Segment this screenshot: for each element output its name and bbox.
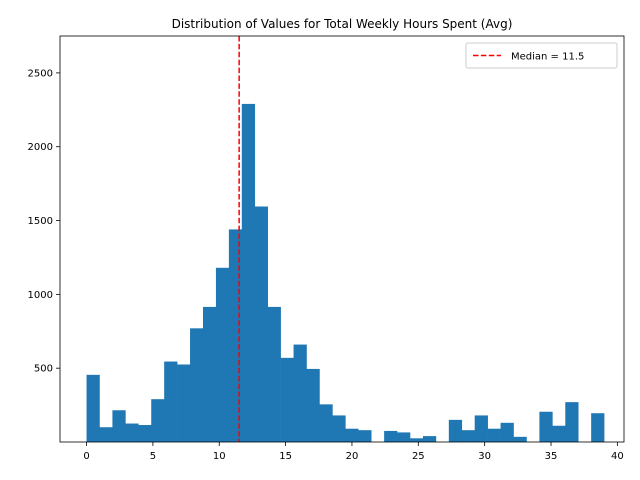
histogram-bar xyxy=(241,103,256,443)
histogram-bar xyxy=(448,419,463,442)
y-tick-label: 1000 xyxy=(28,290,53,301)
histogram-bar xyxy=(215,267,230,442)
histogram-bar xyxy=(384,430,398,442)
histogram-bar xyxy=(474,415,488,442)
histogram-bar xyxy=(267,306,281,442)
axes-frame xyxy=(59,35,625,443)
histogram-bar xyxy=(552,425,566,442)
x-tick-label: 10 xyxy=(213,451,226,462)
histogram-bar xyxy=(190,328,204,442)
histogram-bars xyxy=(86,103,605,443)
x-tick-label: 15 xyxy=(279,451,292,462)
histogram-bar xyxy=(99,427,113,442)
y-axis-ticks: 500 1000 1500 2000 2500 xyxy=(28,68,60,375)
histogram-bar xyxy=(487,428,501,442)
histogram-bar xyxy=(138,425,152,442)
histogram-bar xyxy=(461,430,476,442)
y-tick-label: 2500 xyxy=(28,68,53,79)
histogram-bar xyxy=(254,206,268,442)
histogram-bar xyxy=(125,423,139,442)
legend-median-label: Median = 11.5 xyxy=(511,52,584,63)
histogram-bar xyxy=(539,411,553,442)
histogram-bar xyxy=(177,364,191,442)
y-tick-label: 1500 xyxy=(28,216,53,227)
y-tick-label: 2000 xyxy=(28,142,53,153)
histogram-bar xyxy=(164,361,178,442)
histogram-bar xyxy=(319,404,333,442)
histogram-bar xyxy=(151,399,165,442)
histogram-bar xyxy=(513,436,527,442)
histogram-bar xyxy=(202,306,217,442)
histogram-bar xyxy=(280,357,294,442)
histogram-bar xyxy=(410,438,424,442)
histogram-bar xyxy=(112,410,126,442)
x-tick-label: 30 xyxy=(478,451,491,462)
histogram-bar xyxy=(500,422,514,442)
legend: Median = 11.5 xyxy=(465,42,618,69)
histogram-bar xyxy=(306,368,320,442)
x-tick-label: 0 xyxy=(83,451,89,462)
x-tick-label: 40 xyxy=(611,451,624,462)
histogram-bar xyxy=(358,430,372,442)
histogram-bar xyxy=(422,436,437,442)
x-axis-ticks: 0 5 10 15 20 25 30 35 40 xyxy=(83,442,624,462)
y-tick-label: 500 xyxy=(34,364,53,375)
histogram-bar xyxy=(397,432,411,442)
histogram-bar xyxy=(591,413,605,442)
histogram-bar xyxy=(293,344,307,442)
histogram-bar xyxy=(332,415,346,442)
chart-title: Distribution of Values for Total Weekly … xyxy=(172,17,513,31)
x-tick-label: 25 xyxy=(412,451,425,462)
histogram-bar xyxy=(228,229,243,442)
histogram-bar xyxy=(345,428,359,442)
histogram-bar xyxy=(565,402,579,442)
x-tick-label: 20 xyxy=(346,451,359,462)
histogram-bar xyxy=(86,374,100,442)
legend-box xyxy=(465,42,618,69)
x-tick-label: 5 xyxy=(150,451,156,462)
x-tick-label: 35 xyxy=(545,451,558,462)
